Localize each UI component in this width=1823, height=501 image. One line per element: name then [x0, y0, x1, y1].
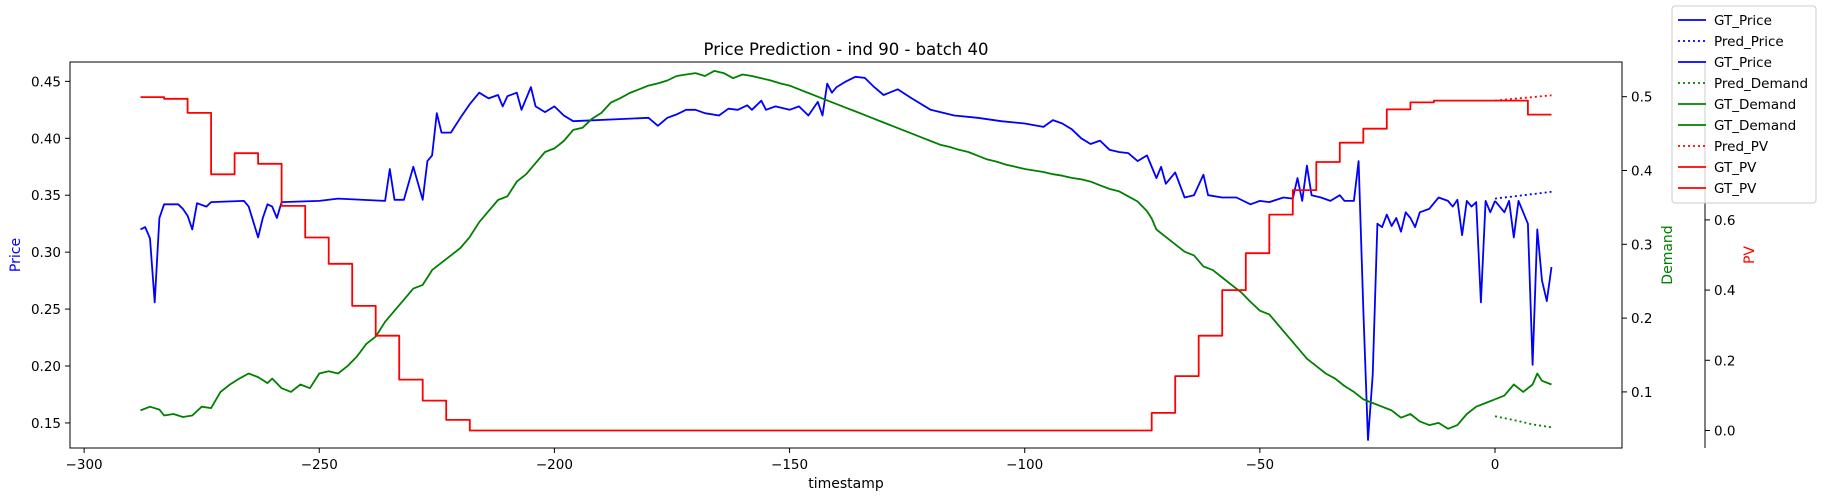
x-tick-label: −200	[536, 457, 573, 473]
price-tick-label: 0.25	[31, 302, 61, 318]
legend-label: GT_PV	[1714, 181, 1757, 197]
x-tick-label: 0	[1491, 457, 1500, 473]
demand-axis-title: Demand	[1660, 225, 1676, 284]
pv-tick-label: 0.2	[1714, 353, 1735, 369]
plot-frame	[69, 61, 1623, 449]
series-line-gt-price	[140, 75, 1496, 441]
x-tick-label: −250	[301, 457, 338, 473]
legend-label: Pred_Demand	[1714, 76, 1808, 92]
price-tick-label: 0.20	[31, 359, 61, 375]
demand-tick-label: 0.4	[1631, 163, 1652, 179]
legend-label: Pred_PV	[1714, 139, 1769, 155]
price-tick-label: 0.45	[31, 74, 61, 90]
pv-tick-label: 0.6	[1714, 213, 1735, 229]
price-tick-label: 0.15	[31, 416, 61, 432]
price-tick-label: 0.40	[31, 131, 61, 147]
plot-area	[70, 62, 1622, 448]
legend-label: GT_Price	[1714, 55, 1772, 71]
demand-tick-label: 0.2	[1631, 311, 1652, 327]
x-tick-label: −300	[66, 457, 103, 473]
series-line-gt-pv	[140, 96, 1495, 432]
x-tick-label: −150	[771, 457, 808, 473]
demand-tick-label: 0.3	[1631, 237, 1652, 253]
series-line-gt-pv	[1495, 99, 1552, 116]
legend-box	[1671, 5, 1817, 204]
legend: GT_Price Pred_Price GT_Price Pred_Demand GT_…	[1671, 5, 1817, 204]
pv-tick-label: 0.0	[1714, 423, 1735, 439]
price-tick-label: 0.30	[31, 245, 61, 261]
legend-label: GT_Price	[1714, 13, 1772, 29]
price-axis: 0.15 0.20 0.25 0.30 0.35 0.40 0.45	[31, 74, 70, 432]
x-tick-label: −50	[1246, 457, 1275, 473]
series-line-gt-demand	[140, 70, 1496, 430]
legend-label: GT_Demand	[1714, 118, 1796, 134]
x-tick-label: −100	[1006, 457, 1043, 473]
series-line-gt-price	[1494, 199, 1553, 366]
price-tick-label: 0.35	[31, 188, 61, 204]
legend-label: GT_PV	[1714, 160, 1757, 176]
demand-tick-label: 0.5	[1631, 90, 1652, 106]
x-axis-title: timestamp	[808, 476, 884, 492]
legend-label: GT_Demand	[1714, 97, 1796, 113]
series-line-gt-demand	[1494, 372, 1552, 401]
price-axis-title: Price	[8, 238, 24, 272]
x-axis: −300 −250 −200 −150 −100 −50 0	[66, 448, 1500, 473]
pv-axis-title: PV	[1742, 246, 1758, 264]
demand-axis: 0.1 0.2 0.3 0.4 0.5	[1622, 90, 1652, 401]
demand-tick-label: 0.1	[1631, 385, 1652, 401]
pv-tick-label: 0.4	[1714, 283, 1735, 299]
legend-label: Pred_Price	[1714, 34, 1784, 50]
chart-title: Price Prediction - ind 90 - batch 40	[704, 40, 989, 59]
series-layer	[140, 70, 1553, 441]
